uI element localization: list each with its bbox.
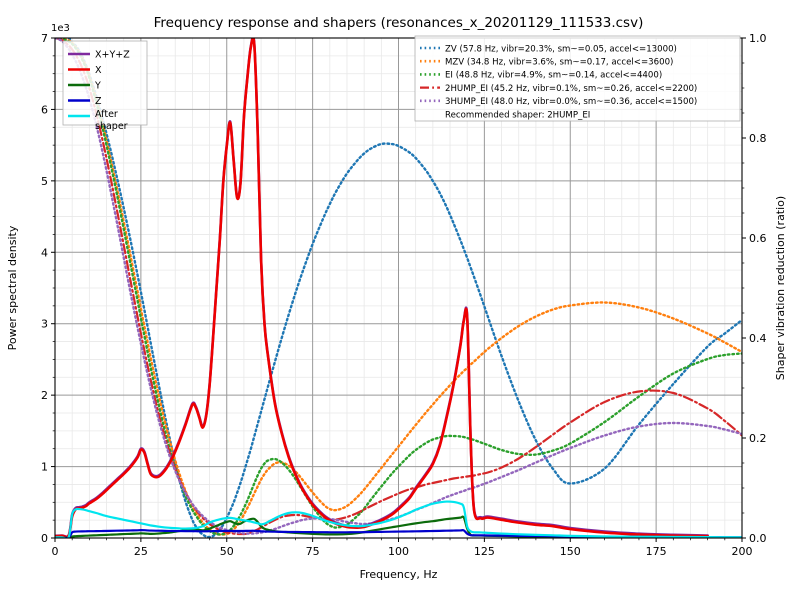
- y-tick-label: 1: [41, 461, 48, 474]
- shaper-legend-label-0: ZV (57.8 Hz, vibr=20.3%, sm~=0.05, accel…: [445, 44, 677, 54]
- y-tick-label: 4: [41, 246, 48, 259]
- shaper-legend-label-2: EI (48.8 Hz, vibr=4.9%, sm~=0.14, accel<…: [445, 71, 662, 81]
- left-legend-label-0: X+Y+Z: [95, 50, 130, 61]
- x-axis-label: Frequency, Hz: [360, 568, 438, 581]
- y-axis-label: Power spectral density: [6, 225, 19, 350]
- x-tick-label: 125: [474, 545, 495, 558]
- series-line-3: [55, 529, 742, 538]
- series-line-2: [55, 515, 742, 538]
- y2-axis-label: Shaper vibration reduction (ratio): [774, 196, 787, 380]
- left-legend-label-1: X: [95, 65, 102, 76]
- left-legend-label-2: Y: [94, 81, 101, 92]
- y-tick-label: 5: [41, 175, 48, 188]
- chart-title: Frequency response and shapers (resonanc…: [154, 15, 644, 31]
- y2-tick-label: 0.6: [749, 232, 767, 245]
- x-tick-label: 150: [560, 545, 581, 558]
- x-tick-label: 100: [388, 545, 409, 558]
- series-line-1: [55, 38, 709, 538]
- y-axis-exponent-label: 1e3: [51, 23, 70, 34]
- y-tick-label: 6: [41, 103, 48, 116]
- shaper-legend-label-3: 2HUMP_EI (45.2 Hz, vibr=0.1%, sm~=0.26, …: [445, 84, 697, 94]
- y2-tick-label: 1.0: [749, 32, 767, 45]
- y2-tick-label: 0.8: [749, 132, 767, 145]
- y2-tick-label: 0.4: [749, 332, 767, 345]
- left-legend-label-4: After: [95, 109, 118, 120]
- shaper-legend-label-4: 3HUMP_EI (48.0 Hz, vibr=0.0%, sm~=0.36, …: [445, 97, 697, 107]
- shaper-legend-label-1: MZV (34.8 Hz, vibr=3.6%, sm~=0.17, accel…: [445, 58, 673, 68]
- x-tick-label: 75: [306, 545, 320, 558]
- data-series-group: [55, 38, 742, 538]
- recommended-shaper-annotation: Recommended shaper: 2HUMP_EI: [445, 110, 590, 120]
- shaper-legend: ZV (57.8 Hz, vibr=20.3%, sm~=0.05, accel…: [414, 35, 741, 122]
- y-tick-label: 7: [41, 32, 48, 45]
- x-tick-label: 175: [646, 545, 667, 558]
- left-legend-label-3: Z: [95, 96, 102, 107]
- y2-tick-label: 0.0: [749, 532, 767, 545]
- series-line-8: [55, 38, 742, 536]
- series-line-7: [55, 38, 742, 536]
- y-tick-label: 2: [41, 389, 48, 402]
- x-tick-label: 25: [134, 545, 148, 558]
- x-tick-label: 0: [52, 545, 59, 558]
- y2-tick-label: 0.2: [749, 432, 767, 445]
- y-tick-label: 3: [41, 318, 48, 331]
- y-tick-label: 0: [41, 532, 48, 545]
- series-line-9: [55, 38, 742, 535]
- series-line-5: [55, 38, 742, 538]
- series-line-4: [55, 500, 742, 538]
- shaper-legend-box: [414, 35, 741, 122]
- x-tick-label: 200: [732, 545, 753, 558]
- left-legend-label-4-cont: shaper: [95, 121, 128, 132]
- x-tick-label: 50: [220, 545, 234, 558]
- axis-ticks: 0 25 50 75 100 125 150 175 200 0 1 2 3 4 5 6 7 0.0 0.2 0.4 0…: [41, 32, 767, 558]
